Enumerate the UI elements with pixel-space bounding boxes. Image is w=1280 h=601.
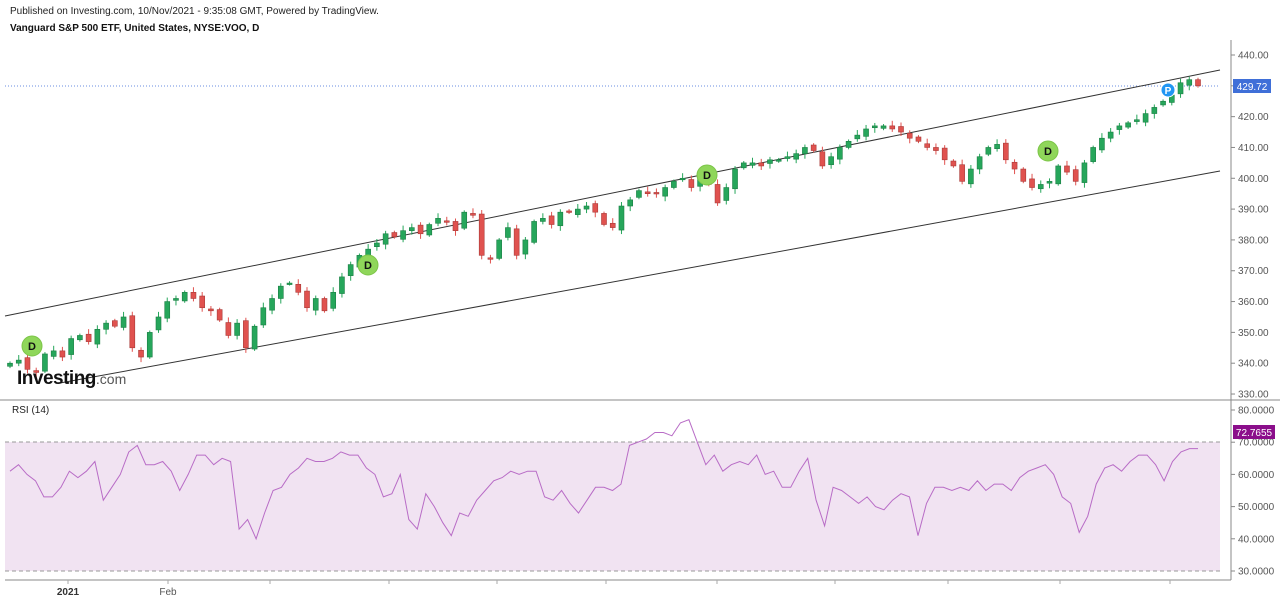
- rsi-title: RSI (14): [12, 405, 50, 416]
- price-tick-label: 330.00: [1238, 390, 1269, 401]
- price-axis[interactable]: 440.00430.00420.00410.00400.00390.00380.…: [1231, 51, 1269, 401]
- price-tick-label: 380.00: [1238, 235, 1269, 246]
- logo-suffix: .com: [95, 371, 127, 387]
- svg-text:D: D: [364, 260, 372, 272]
- dividend-marker-icon[interactable]: D: [696, 164, 718, 186]
- logo-brand: Investing: [17, 368, 96, 389]
- channel-lower-line[interactable]: [59, 170, 1221, 384]
- svg-text:D: D: [703, 170, 711, 182]
- rsi-band: [5, 442, 1220, 571]
- x-label-2021: 2021: [57, 587, 80, 598]
- rsi-tick-label: 80.0000: [1238, 406, 1275, 417]
- x-label-feb: Feb: [159, 587, 177, 598]
- chart-title: Vanguard S&P 500 ETF, United States, NYS…: [10, 23, 260, 34]
- dividend-marker-icon[interactable]: D: [357, 254, 379, 276]
- price-tick-label: 360.00: [1238, 297, 1269, 308]
- svg-text:P: P: [1165, 86, 1172, 97]
- time-axis[interactable]: 2021 Feb: [57, 580, 1171, 598]
- rsi-line: [9, 419, 1198, 541]
- rsi-tick-label: 40.0000: [1238, 534, 1275, 545]
- price-tick-label: 420.00: [1238, 112, 1269, 123]
- rsi-axis[interactable]: 80.0000 70.0000 60.0000 50.0000 40.0000 30.00…: [1231, 406, 1275, 578]
- svg-text:D: D: [28, 341, 36, 353]
- rsi-tick-label: 50.0000: [1238, 502, 1275, 513]
- channel-upper-line[interactable]: [4, 69, 1221, 317]
- dividend-marker-icon[interactable]: D: [21, 335, 43, 357]
- rsi-tick-label: 60.0000: [1238, 470, 1275, 481]
- price-tick-label: 370.00: [1238, 266, 1269, 277]
- price-tick-label: 440.00: [1238, 51, 1269, 62]
- price-tick-label: 350.00: [1238, 328, 1269, 339]
- published-caption: Published on Investing.com, 10/Nov/2021 …: [10, 6, 379, 17]
- candlestick-series: [7, 76, 1201, 378]
- last-price-label: 429.72: [1237, 82, 1268, 93]
- price-tick-label: 400.00: [1238, 174, 1269, 185]
- price-tick-label: 340.00: [1238, 359, 1269, 370]
- split-marker-icon[interactable]: P: [1160, 82, 1176, 98]
- rsi-value-badge: [1233, 425, 1275, 439]
- price-tick-label: 410.00: [1238, 143, 1269, 154]
- rsi-tick-label: 70.0000: [1238, 438, 1275, 449]
- event-markers: D D D D P: [21, 82, 1176, 357]
- rsi-tick-label: 30.0000: [1238, 567, 1275, 578]
- price-tick-label: 390.00: [1238, 205, 1269, 216]
- svg-text:D: D: [1044, 146, 1052, 158]
- last-price-badge: [1233, 79, 1271, 93]
- investing-logo: Investing.com: [17, 368, 126, 390]
- rsi-value-label: 72.7655: [1236, 428, 1273, 439]
- dividend-marker-icon[interactable]: D: [1037, 140, 1059, 162]
